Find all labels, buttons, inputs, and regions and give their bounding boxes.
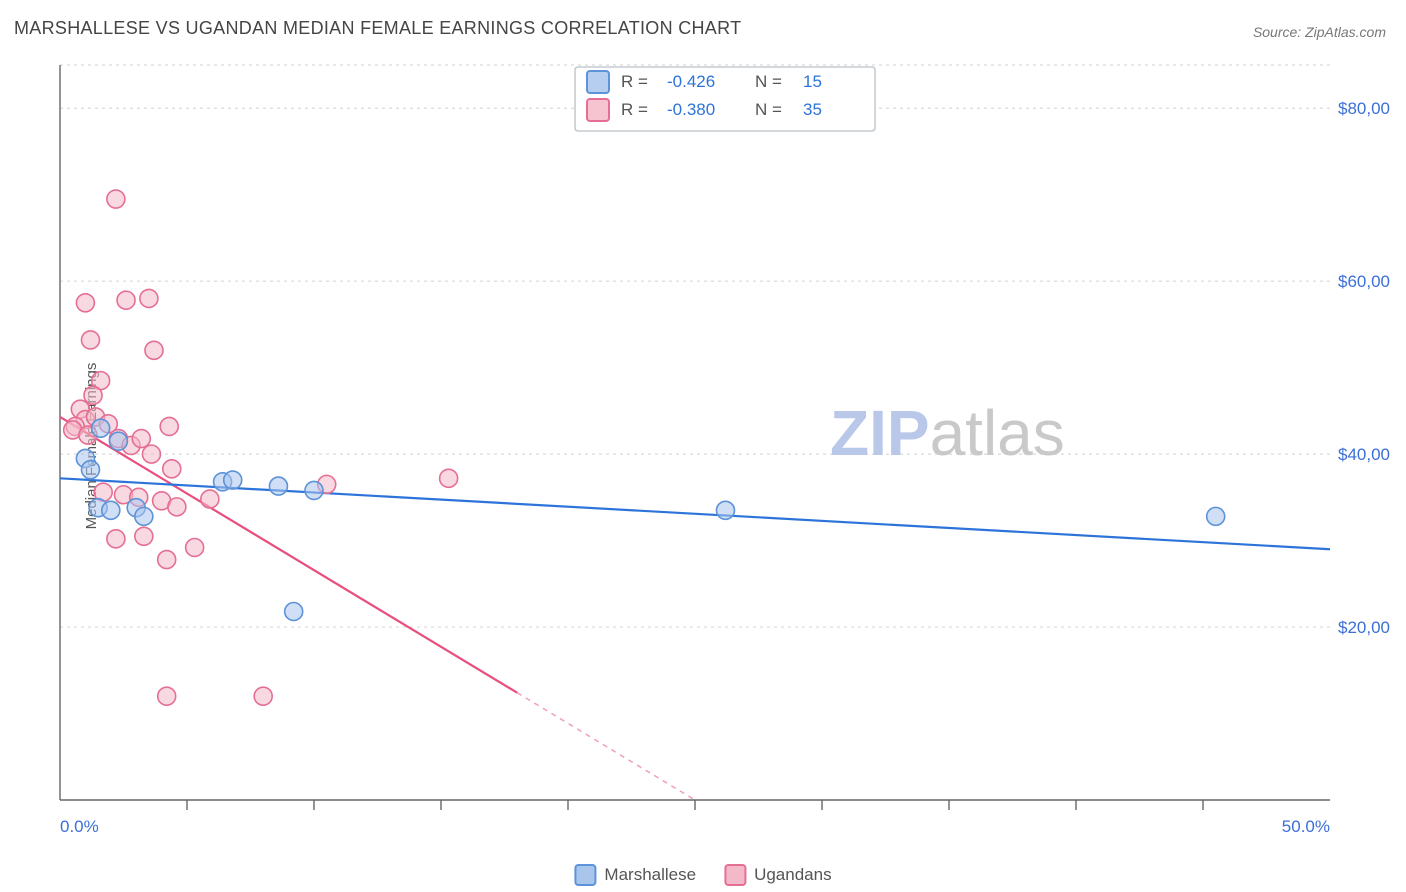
point-ugandans [107,530,125,548]
scatter-plot: $20,000 $40,000 $60,000 $80,000 0.0% 50.0% ZIP… [50,60,1390,840]
point-marshallese [285,602,303,620]
x-max-label: 50.0% [1282,817,1330,836]
trend-line [60,417,517,693]
point-marshallese [102,501,120,519]
point-marshallese [269,477,287,495]
point-ugandans [132,430,150,448]
y-tick-label: $40,000 [1338,445,1390,464]
stats-n-value: 35 [803,100,822,119]
x-min-label: 0.0% [60,817,99,836]
point-marshallese [305,481,323,499]
point-ugandans [145,341,163,359]
point-ugandans [158,551,176,569]
point-marshallese [135,507,153,525]
stats-r-value: -0.426 [667,72,715,91]
point-marshallese [109,432,127,450]
stats-n-value: 15 [803,72,822,91]
legend-swatch [724,864,746,886]
y-tick-label: $20,000 [1338,618,1390,637]
point-ugandans [117,291,135,309]
watermark: ZIPatlas [830,397,1065,469]
stats-r-label: R = [621,72,648,91]
legend-label: Ugandans [754,865,832,885]
legend-swatch [574,864,596,886]
point-ugandans [440,469,458,487]
point-ugandans [135,527,153,545]
point-ugandans [158,687,176,705]
point-ugandans [81,331,99,349]
legend-entry-marshallese: Marshallese [574,864,696,886]
point-ugandans [76,294,94,312]
point-ugandans [201,490,219,508]
point-ugandans [84,386,102,404]
stats-box [575,67,875,131]
stats-n-label: N = [755,100,782,119]
point-marshallese [716,501,734,519]
stats-r-value: -0.380 [667,100,715,119]
trend-line [60,478,1330,549]
trend-line-dashed [517,693,695,800]
stats-n-label: N = [755,72,782,91]
point-ugandans [168,498,186,516]
chart-title: MARSHALLESE VS UGANDAN MEDIAN FEMALE EAR… [14,18,741,39]
source-attribution: Source: ZipAtlas.com [1253,24,1386,40]
point-marshallese [224,471,242,489]
point-ugandans [140,289,158,307]
y-tick-label: $80,000 [1338,99,1390,118]
point-marshallese [1207,507,1225,525]
bottom-legend: Marshallese Ugandans [574,864,831,886]
stats-swatch [587,99,609,121]
point-ugandans [160,417,178,435]
legend-label: Marshallese [604,865,696,885]
legend-entry-ugandans: Ugandans [724,864,832,886]
source-name: ZipAtlas.com [1305,24,1386,40]
y-tick-label: $60,000 [1338,272,1390,291]
point-ugandans [142,445,160,463]
source-label: Source: [1253,24,1301,40]
point-marshallese [92,419,110,437]
stats-swatch [587,71,609,93]
point-ugandans [254,687,272,705]
point-ugandans [186,539,204,557]
point-ugandans [107,190,125,208]
point-marshallese [81,461,99,479]
stats-r-label: R = [621,100,648,119]
point-ugandans [163,460,181,478]
